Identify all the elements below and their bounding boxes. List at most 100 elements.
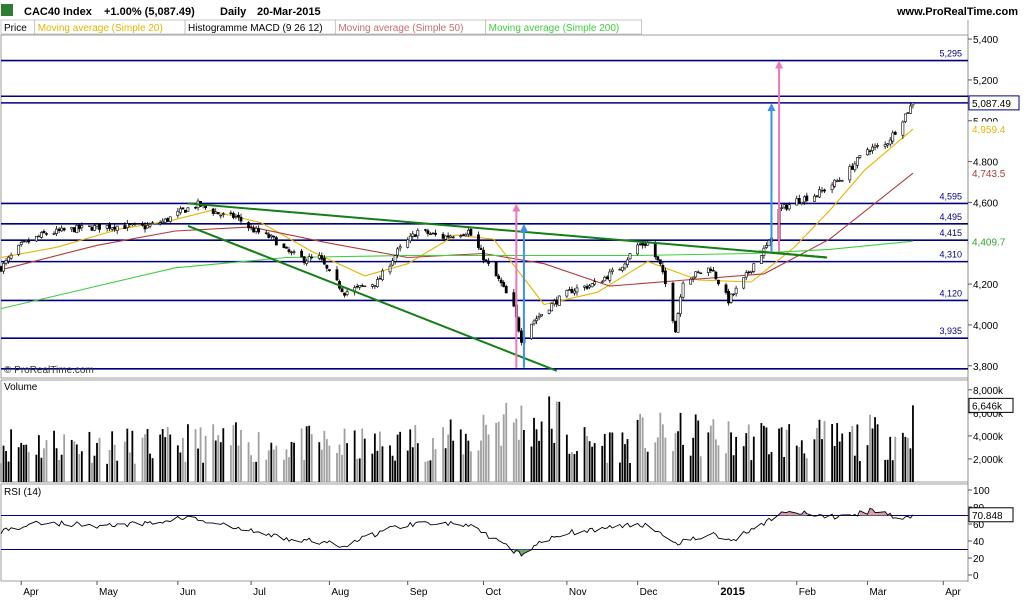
candle-body	[355, 285, 359, 288]
volume-bar	[654, 442, 657, 482]
volume-bar	[538, 440, 540, 482]
candle-body	[840, 180, 844, 182]
volume-bar	[636, 419, 639, 482]
candle-body	[802, 196, 806, 203]
volume-bar	[533, 417, 535, 482]
candle-body	[77, 224, 81, 230]
volume-bar	[272, 449, 275, 482]
candle-body	[449, 235, 453, 238]
level-label: 4,595	[939, 191, 962, 201]
candle-body	[186, 207, 190, 212]
target-arrow-head	[519, 223, 528, 232]
candle-body	[706, 267, 710, 273]
period-text: Daily	[220, 6, 247, 18]
volume-bar	[399, 431, 402, 482]
candle-body	[310, 256, 314, 259]
volume-bar	[55, 448, 58, 482]
chart-logo-icon	[1, 4, 13, 16]
volume-bar	[305, 426, 308, 482]
candle-body	[37, 235, 41, 238]
volume-bar	[96, 442, 98, 482]
volume-bar	[447, 434, 450, 482]
candle-body	[729, 293, 733, 303]
candle-body	[759, 255, 763, 264]
candle-body	[151, 222, 154, 224]
candle-body	[618, 269, 622, 271]
candle-body	[232, 213, 235, 218]
volume-bar	[502, 414, 505, 482]
volume-bar	[785, 429, 788, 482]
candle-body	[752, 263, 756, 272]
volume-bar	[449, 419, 452, 482]
rsi-panel-title: RSI (14)	[4, 487, 41, 498]
indicator-tab-label: Histogramme MACD (9 26 12)	[188, 23, 322, 34]
candle-body	[911, 102, 915, 106]
volume-panel-title: Volume	[4, 382, 38, 393]
volume-bar	[477, 450, 480, 482]
volume-bar	[906, 437, 909, 482]
x-tick-label: Feb	[799, 587, 817, 598]
candle-body	[696, 271, 700, 274]
volume-bar	[75, 444, 78, 482]
volume-bar	[689, 455, 692, 482]
volume-bar	[469, 451, 472, 482]
candle-body	[674, 320, 677, 333]
volume-bar	[768, 454, 770, 482]
volume-bar	[310, 434, 313, 482]
x-tick-label: Dec	[640, 587, 658, 598]
volume-bar	[116, 460, 119, 482]
volume-bar	[836, 423, 839, 482]
rsi-tick-label: 40	[973, 537, 985, 548]
volume-bar	[176, 445, 179, 482]
volume-bar	[371, 453, 374, 482]
volume-bar	[353, 430, 356, 482]
candle-body	[146, 224, 149, 229]
candle-body	[441, 233, 445, 239]
volume-bar	[179, 452, 182, 482]
volume-bar	[414, 424, 417, 482]
volume-tick-label: 4,000k	[973, 432, 1004, 443]
indicator-tab-label: Price	[4, 23, 27, 34]
volume-bar	[874, 417, 876, 482]
volume-bar	[235, 422, 237, 482]
volume-bar	[818, 419, 821, 482]
price-tag-box	[968, 95, 1020, 111]
volume-bar	[869, 414, 871, 482]
candle-body	[502, 282, 506, 287]
volume-bar	[624, 444, 626, 482]
candle-body	[398, 246, 402, 249]
volume-bar	[467, 440, 470, 482]
candle-body	[219, 214, 223, 217]
candle-body	[17, 244, 21, 255]
volume-bar	[187, 424, 189, 482]
rsi-line	[0, 507, 914, 557]
volume-bar	[212, 424, 215, 482]
volume-bar	[859, 461, 861, 482]
x-axis: Apr May Jun Jul Aug Sep Oct Nov Dec 2015 Feb Mar Apr	[20, 581, 961, 598]
volume-bar	[434, 449, 437, 482]
candle-body	[815, 195, 819, 197]
candle-body	[487, 260, 490, 264]
volume-bar	[78, 454, 81, 482]
volume-bar	[553, 442, 556, 482]
volume-bar	[442, 427, 444, 482]
volume-bar	[747, 424, 750, 482]
candle-body	[681, 282, 685, 298]
candle-body	[593, 281, 597, 285]
candle-body	[45, 233, 48, 235]
candle-body	[727, 290, 730, 304]
volume-bar	[677, 431, 679, 482]
candle-body	[853, 163, 857, 171]
target-arrow-head	[767, 102, 776, 111]
volume-bar	[338, 444, 341, 482]
candle-body	[88, 225, 91, 227]
candle-body	[62, 228, 66, 231]
volume-bar	[487, 434, 490, 482]
volume-bar	[427, 460, 429, 482]
volume-bar	[43, 448, 45, 482]
volume-bar	[727, 421, 730, 482]
volume-bar	[250, 455, 252, 482]
candle-body	[254, 228, 258, 232]
volume-bar	[500, 445, 503, 482]
candle-body	[787, 204, 791, 210]
